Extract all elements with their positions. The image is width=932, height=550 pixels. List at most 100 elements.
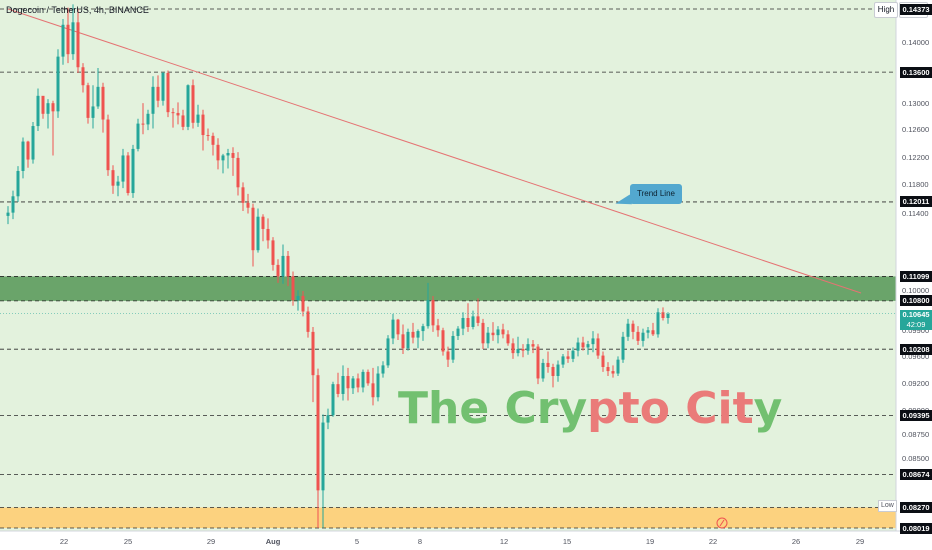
candle-body <box>576 342 580 351</box>
candle-body <box>251 207 255 251</box>
candle-body <box>21 141 25 171</box>
candle-body <box>116 181 120 186</box>
candle-body <box>281 255 285 277</box>
time-tick: 29 <box>206 537 216 546</box>
candle-body <box>316 375 320 491</box>
candle-body <box>401 334 405 349</box>
candle-body <box>326 415 330 423</box>
candle-body <box>131 148 135 194</box>
candle-body <box>426 300 430 327</box>
candle-body <box>496 329 500 336</box>
candle-body <box>196 114 200 123</box>
candle-body <box>331 384 335 416</box>
low-label: Low <box>878 500 897 512</box>
trend-line-callout[interactable]: Trend Line <box>630 184 682 204</box>
candle-body <box>371 383 375 398</box>
level-price-tag: 0.12011 <box>900 196 932 208</box>
candle-body <box>406 331 410 349</box>
candle-body <box>206 135 210 137</box>
candle-body <box>441 330 445 352</box>
candle-body <box>606 367 610 372</box>
price-tick: 0.13000 <box>902 99 930 108</box>
candle-body <box>321 422 325 491</box>
time-tick: 22 <box>708 537 718 546</box>
price-tick: 0.08500 <box>902 454 930 463</box>
candle-body <box>486 332 490 344</box>
time-tick: 12 <box>499 537 509 546</box>
candle-body <box>396 319 400 335</box>
candle-body <box>341 375 345 394</box>
candle-body <box>276 264 280 277</box>
candle-body <box>366 371 370 384</box>
candle-body <box>356 378 360 388</box>
level-price-tag: 0.08270 <box>900 501 932 513</box>
candle-body <box>411 331 415 338</box>
candle-body <box>41 95 45 114</box>
candle-body <box>351 378 355 389</box>
candle-body <box>126 155 130 194</box>
candle-body <box>581 342 585 348</box>
level-price-tag: 0.08674 <box>900 468 932 480</box>
candle-body <box>391 319 395 339</box>
candle-body <box>451 335 455 360</box>
price-tick: 0.11400 <box>902 209 929 218</box>
candle-body <box>591 338 595 345</box>
event-marker-icon <box>716 517 728 529</box>
candle-body <box>36 95 40 127</box>
candle-body <box>481 322 485 344</box>
candle-body <box>636 331 640 341</box>
time-axis-bg <box>0 531 932 550</box>
candle-body <box>176 112 180 116</box>
candle-body <box>611 371 615 374</box>
price-tick: 0.09900 <box>902 326 930 335</box>
candle-body <box>291 276 295 301</box>
candle-body <box>556 364 560 376</box>
candle-body <box>311 331 315 376</box>
candle-body <box>421 326 425 332</box>
candle-body <box>286 255 290 277</box>
candle-body <box>56 56 60 112</box>
candle-body <box>151 86 155 114</box>
candle-body <box>361 371 365 388</box>
candle-body <box>136 123 140 149</box>
candle-body <box>536 346 540 379</box>
candle-body <box>516 349 520 354</box>
time-tick: 5 <box>354 537 360 546</box>
candle-body <box>526 344 530 351</box>
candle-body <box>621 336 625 360</box>
candle-body <box>656 312 660 335</box>
time-tick: 15 <box>562 537 572 546</box>
candle-body <box>91 106 95 118</box>
candle-body <box>161 72 165 101</box>
candle-body <box>146 113 150 125</box>
price-tick: 0.12600 <box>902 125 930 134</box>
candle-body <box>646 330 650 333</box>
candle-body <box>336 384 340 394</box>
candle-body <box>491 332 495 336</box>
candle-body <box>456 328 460 336</box>
candle-body <box>186 85 190 127</box>
price-tick: 0.12200 <box>902 153 930 162</box>
candle-body <box>46 103 50 114</box>
watermark-text: The Crypto City <box>398 383 783 434</box>
candle-body <box>531 344 535 347</box>
event-marker-glyph <box>719 519 725 527</box>
candle-body <box>431 300 435 326</box>
zone-support <box>0 507 896 528</box>
candle-body <box>306 311 310 332</box>
price-axis-bg <box>896 0 932 531</box>
high-toggle-button[interactable]: High <box>874 2 898 18</box>
candle-body <box>461 317 465 329</box>
candle-body <box>66 24 70 55</box>
current-price-value: 0.10645 <box>902 309 930 319</box>
candle-body <box>261 216 265 229</box>
candle-body <box>666 313 670 318</box>
level-price-tag: 0.11099 <box>900 270 932 282</box>
candle-body <box>71 22 75 55</box>
candle-body <box>416 331 420 338</box>
candle-body <box>191 85 195 123</box>
candle-body <box>466 317 470 327</box>
candle-body <box>11 196 15 213</box>
